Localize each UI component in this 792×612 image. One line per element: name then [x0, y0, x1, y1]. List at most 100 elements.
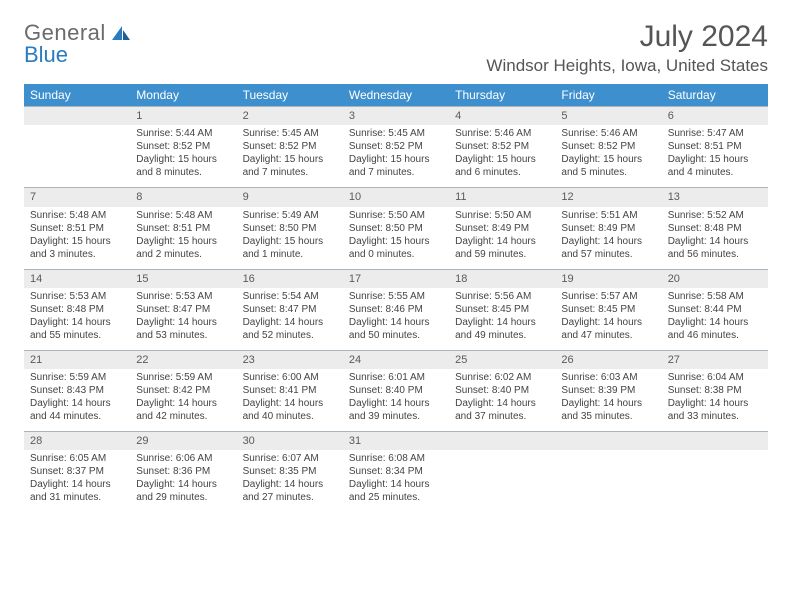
day-body: Sunrise: 6:02 AMSunset: 8:40 PMDaylight:… [449, 369, 555, 431]
brand-part2: Blue [24, 42, 68, 68]
calendar-day-cell: 18Sunrise: 5:56 AMSunset: 8:45 PMDayligh… [449, 269, 555, 350]
daylight-line-2: and 31 minutes. [30, 491, 124, 504]
calendar-day-cell: 2Sunrise: 5:45 AMSunset: 8:52 PMDaylight… [237, 107, 343, 188]
day-number: 31 [343, 432, 449, 450]
day-number: 21 [24, 351, 130, 369]
daylight-line-2: and 5 minutes. [561, 166, 655, 179]
sunset-line: Sunset: 8:52 PM [349, 140, 443, 153]
daylight-line-2: and 40 minutes. [243, 410, 337, 423]
day-number: 1 [130, 107, 236, 125]
day-number: 20 [662, 270, 768, 288]
daylight-line-2: and 59 minutes. [455, 248, 549, 261]
sunset-line: Sunset: 8:52 PM [136, 140, 230, 153]
daylight-line-1: Daylight: 15 hours [243, 235, 337, 248]
sunrise-line: Sunrise: 5:51 AM [561, 209, 655, 222]
calendar-day-cell: 17Sunrise: 5:55 AMSunset: 8:46 PMDayligh… [343, 269, 449, 350]
day-number-empty [449, 432, 555, 450]
daylight-line-2: and 53 minutes. [136, 329, 230, 342]
sunset-line: Sunset: 8:52 PM [561, 140, 655, 153]
sunrise-line: Sunrise: 5:44 AM [136, 127, 230, 140]
daylight-line-2: and 33 minutes. [668, 410, 762, 423]
daylight-line-1: Daylight: 14 hours [561, 316, 655, 329]
day-number: 24 [343, 351, 449, 369]
sunset-line: Sunset: 8:46 PM [349, 303, 443, 316]
calendar-day-cell: 8Sunrise: 5:48 AMSunset: 8:51 PMDaylight… [130, 188, 236, 269]
day-number: 8 [130, 188, 236, 206]
day-number: 26 [555, 351, 661, 369]
daylight-line-2: and 6 minutes. [455, 166, 549, 179]
day-number: 11 [449, 188, 555, 206]
daylight-line-1: Daylight: 15 hours [349, 235, 443, 248]
daylight-line-2: and 39 minutes. [349, 410, 443, 423]
day-number: 6 [662, 107, 768, 125]
day-body: Sunrise: 5:47 AMSunset: 8:51 PMDaylight:… [662, 125, 768, 187]
daylight-line-1: Daylight: 14 hours [136, 316, 230, 329]
day-number: 13 [662, 188, 768, 206]
daylight-line-1: Daylight: 14 hours [668, 316, 762, 329]
day-number: 5 [555, 107, 661, 125]
calendar-day-cell: 1Sunrise: 5:44 AMSunset: 8:52 PMDaylight… [130, 107, 236, 188]
sunset-line: Sunset: 8:36 PM [136, 465, 230, 478]
day-body: Sunrise: 5:45 AMSunset: 8:52 PMDaylight:… [237, 125, 343, 187]
sunrise-line: Sunrise: 5:50 AM [455, 209, 549, 222]
calendar-day-cell: 3Sunrise: 5:45 AMSunset: 8:52 PMDaylight… [343, 107, 449, 188]
sunset-line: Sunset: 8:50 PM [349, 222, 443, 235]
day-body: Sunrise: 6:06 AMSunset: 8:36 PMDaylight:… [130, 450, 236, 512]
weekday-header: Sunday [24, 84, 130, 107]
calendar-day-cell: 29Sunrise: 6:06 AMSunset: 8:36 PMDayligh… [130, 432, 236, 513]
day-body: Sunrise: 5:54 AMSunset: 8:47 PMDaylight:… [237, 288, 343, 350]
day-body: Sunrise: 5:49 AMSunset: 8:50 PMDaylight:… [237, 207, 343, 269]
daylight-line-1: Daylight: 14 hours [243, 478, 337, 491]
sunset-line: Sunset: 8:51 PM [30, 222, 124, 235]
day-number: 29 [130, 432, 236, 450]
day-body: Sunrise: 5:55 AMSunset: 8:46 PMDaylight:… [343, 288, 449, 350]
daylight-line-1: Daylight: 14 hours [668, 397, 762, 410]
day-number: 14 [24, 270, 130, 288]
day-number: 9 [237, 188, 343, 206]
day-body: Sunrise: 6:04 AMSunset: 8:38 PMDaylight:… [662, 369, 768, 431]
day-number-empty [662, 432, 768, 450]
day-body-empty [555, 450, 661, 512]
day-body: Sunrise: 5:59 AMSunset: 8:42 PMDaylight:… [130, 369, 236, 431]
day-body-empty [24, 125, 130, 187]
day-body: Sunrise: 5:57 AMSunset: 8:45 PMDaylight:… [555, 288, 661, 350]
day-number: 27 [662, 351, 768, 369]
calendar-day-cell: 23Sunrise: 6:00 AMSunset: 8:41 PMDayligh… [237, 350, 343, 431]
sunset-line: Sunset: 8:52 PM [455, 140, 549, 153]
calendar-day-cell: 13Sunrise: 5:52 AMSunset: 8:48 PMDayligh… [662, 188, 768, 269]
sunset-line: Sunset: 8:47 PM [136, 303, 230, 316]
weekday-header: Monday [130, 84, 236, 107]
calendar-day-cell: 5Sunrise: 5:46 AMSunset: 8:52 PMDaylight… [555, 107, 661, 188]
day-number: 18 [449, 270, 555, 288]
sunrise-line: Sunrise: 6:02 AM [455, 371, 549, 384]
calendar-week-row: 28Sunrise: 6:05 AMSunset: 8:37 PMDayligh… [24, 432, 768, 513]
sunrise-line: Sunrise: 5:58 AM [668, 290, 762, 303]
day-body: Sunrise: 5:59 AMSunset: 8:43 PMDaylight:… [24, 369, 130, 431]
day-number: 22 [130, 351, 236, 369]
daylight-line-2: and 44 minutes. [30, 410, 124, 423]
calendar-day-cell: 12Sunrise: 5:51 AMSunset: 8:49 PMDayligh… [555, 188, 661, 269]
calendar-day-cell: 7Sunrise: 5:48 AMSunset: 8:51 PMDaylight… [24, 188, 130, 269]
day-number-empty [555, 432, 661, 450]
calendar-day-cell [449, 432, 555, 513]
daylight-line-2: and 27 minutes. [243, 491, 337, 504]
daylight-line-1: Daylight: 14 hours [243, 316, 337, 329]
calendar-week-row: 14Sunrise: 5:53 AMSunset: 8:48 PMDayligh… [24, 269, 768, 350]
day-body: Sunrise: 5:56 AMSunset: 8:45 PMDaylight:… [449, 288, 555, 350]
sunset-line: Sunset: 8:45 PM [561, 303, 655, 316]
sunrise-line: Sunrise: 5:59 AM [136, 371, 230, 384]
sunset-line: Sunset: 8:50 PM [243, 222, 337, 235]
day-body: Sunrise: 6:01 AMSunset: 8:40 PMDaylight:… [343, 369, 449, 431]
sunset-line: Sunset: 8:41 PM [243, 384, 337, 397]
sunrise-line: Sunrise: 5:53 AM [136, 290, 230, 303]
calendar-day-cell [662, 432, 768, 513]
daylight-line-2: and 4 minutes. [668, 166, 762, 179]
sunrise-line: Sunrise: 6:07 AM [243, 452, 337, 465]
calendar-day-cell: 16Sunrise: 5:54 AMSunset: 8:47 PMDayligh… [237, 269, 343, 350]
sunset-line: Sunset: 8:51 PM [136, 222, 230, 235]
day-number: 3 [343, 107, 449, 125]
daylight-line-2: and 50 minutes. [349, 329, 443, 342]
sunset-line: Sunset: 8:47 PM [243, 303, 337, 316]
sail-icon [110, 24, 132, 42]
day-number: 4 [449, 107, 555, 125]
